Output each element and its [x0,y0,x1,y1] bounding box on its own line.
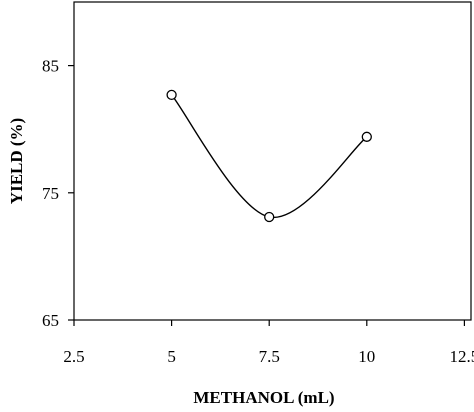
y-tick-label: 75 [42,184,59,203]
tick-labels-layer: 2.5 5 7.5 10 12.5 65 75 85 [42,57,474,366]
x-tick-label: 2.5 [63,347,84,366]
x-tick-label: 5 [167,347,176,366]
series-line [171,94,368,218]
data-point [264,211,275,223]
x-axis-title: METHANOL (mL) [193,388,334,407]
plot-area [73,1,472,321]
x-tick-label: 7.5 [259,347,280,366]
data-point [361,131,372,142]
x-tick-label: 12.5 [450,347,474,366]
data-point [166,89,177,101]
y-axis-title: YIELD (%) [7,118,26,204]
y-tick-label: 85 [42,57,59,76]
y-tick-label: 65 [42,311,59,330]
x-tick-label: 10 [358,347,375,366]
ticks-layer [68,64,465,326]
series-layer [166,89,372,223]
plot-frame [73,1,472,321]
